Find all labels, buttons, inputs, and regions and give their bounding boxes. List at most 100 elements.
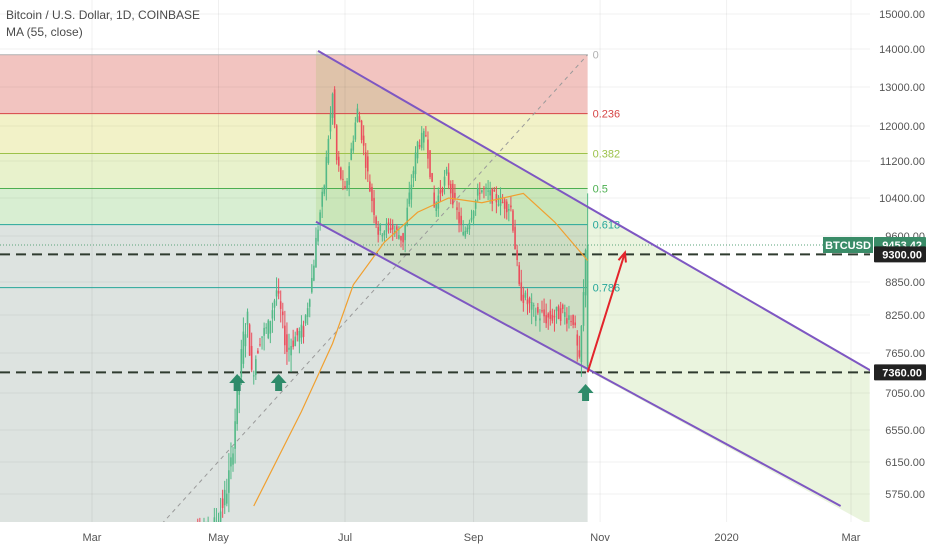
candle-body — [298, 331, 301, 342]
candle-body — [400, 235, 402, 241]
candle-body — [346, 180, 348, 188]
candle-body — [391, 224, 394, 230]
candle-body — [389, 227, 392, 231]
candle-body — [559, 308, 562, 321]
price-tick-label: 12000.00 — [879, 121, 925, 133]
candle-body — [221, 498, 224, 508]
price-tick-label: 7050.00 — [885, 388, 925, 400]
candle-body — [466, 227, 469, 233]
candle-body — [333, 89, 336, 125]
candle-body — [445, 169, 448, 174]
time-tick-label: Nov — [590, 532, 610, 544]
candle-body — [547, 313, 550, 318]
candle-body — [555, 306, 558, 312]
candle-body — [414, 152, 417, 175]
candle-body — [586, 244, 589, 367]
candle-body — [497, 204, 500, 206]
candle-body — [373, 197, 375, 215]
up-arrow-icon — [229, 374, 246, 391]
candle-body — [354, 122, 357, 140]
candle-body — [485, 187, 487, 189]
channel-lower-line — [315, 220, 842, 507]
candle-body — [290, 345, 292, 356]
candle-body — [416, 141, 419, 159]
candle-body — [379, 224, 382, 231]
price-tick-label: 14000.00 — [879, 44, 925, 56]
price-tick-label: 13000.00 — [879, 82, 925, 94]
candle-body — [302, 326, 305, 337]
candle-body — [518, 265, 520, 285]
candle-body — [313, 265, 315, 281]
candle-body — [539, 318, 541, 321]
candle-body — [410, 184, 413, 200]
candle-body — [325, 156, 328, 190]
candle-body — [452, 183, 454, 205]
candle-body — [340, 167, 342, 179]
candle-body — [257, 350, 259, 354]
candle-body — [512, 210, 514, 231]
indicator-label: MA (55, close) — [6, 25, 83, 39]
candle-body — [242, 331, 245, 364]
candle-body — [246, 311, 249, 325]
candle-body — [317, 229, 319, 242]
price-tick-label: 10400.00 — [879, 193, 925, 205]
candle-body — [362, 135, 365, 146]
candle-body — [277, 290, 280, 294]
candle-body — [281, 311, 284, 316]
candle-body — [514, 226, 516, 250]
price-tick-label: 8850.00 — [885, 277, 925, 289]
candle-body — [501, 201, 504, 203]
price-tick-label: 6150.00 — [885, 457, 925, 469]
candle-body — [481, 190, 483, 193]
candle-body — [308, 299, 311, 307]
candle-body — [225, 493, 228, 504]
candle-body — [273, 300, 276, 308]
candle-body — [474, 200, 477, 209]
candle-body — [561, 304, 564, 309]
candle-body — [381, 234, 384, 237]
candle-body — [418, 145, 421, 147]
candle-body — [236, 387, 238, 425]
candle-body — [524, 292, 527, 298]
candle-body — [580, 325, 583, 363]
candle-body — [532, 305, 535, 307]
price-axis-bg — [870, 0, 932, 550]
candle-body — [321, 191, 323, 207]
candle-body — [342, 178, 344, 180]
candle-body — [240, 349, 243, 378]
candle-body — [375, 216, 377, 225]
candle-body — [491, 188, 494, 204]
candle-body — [584, 250, 587, 296]
price-tick-label: 15000.00 — [879, 9, 925, 21]
candle-body — [348, 166, 350, 185]
candle-body — [489, 190, 491, 196]
candle-body — [545, 315, 547, 324]
candle-body — [508, 209, 510, 211]
channel-upper-line — [317, 50, 875, 374]
candle-body — [300, 324, 303, 338]
candle-body — [402, 233, 404, 243]
candle-body — [250, 345, 253, 370]
candle-body — [267, 320, 270, 339]
candle-body — [232, 453, 234, 465]
candle-body — [352, 140, 355, 151]
candle-body — [412, 170, 415, 179]
candle-body — [460, 215, 462, 225]
candle-body — [528, 297, 531, 303]
fib-label-0: 0 — [593, 50, 599, 62]
candle-body — [433, 192, 435, 207]
candle-body — [288, 347, 290, 350]
candle-body — [462, 231, 465, 235]
candle-body — [454, 192, 456, 199]
candle-body — [279, 301, 282, 309]
candle-body — [541, 310, 543, 312]
candle-body — [271, 310, 274, 319]
candle-body — [408, 192, 411, 204]
candle-body — [275, 290, 278, 297]
candle-body — [319, 212, 321, 224]
candle-body — [294, 336, 297, 347]
candle-body — [530, 302, 533, 310]
candle-body — [553, 316, 556, 318]
